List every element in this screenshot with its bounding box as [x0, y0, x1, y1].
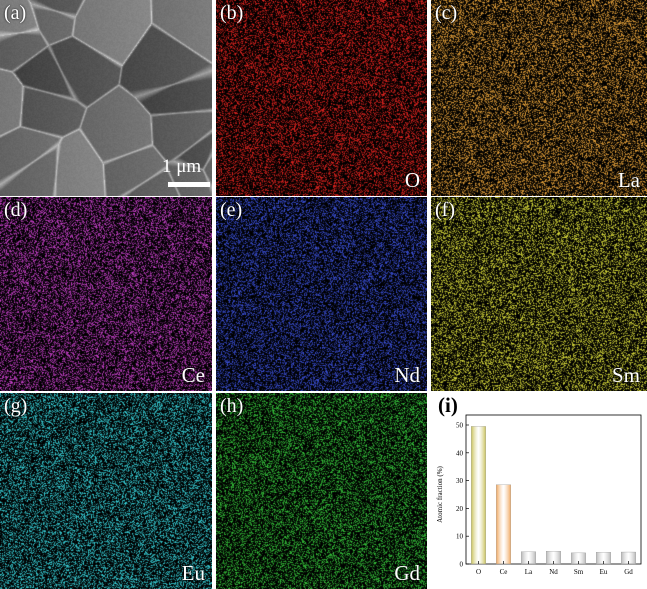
- element-map-sm: [431, 197, 647, 391]
- panel-b-map: (b) O: [216, 0, 427, 196]
- x-tick-label-nd: Nd: [549, 568, 558, 576]
- scale-bar: [168, 182, 210, 187]
- y-tick-label: 0: [460, 561, 464, 569]
- panel-label-d: (d): [4, 199, 28, 221]
- element-label-gd: Gd: [394, 561, 420, 585]
- y-axis-label: Atomic fraction (%): [436, 465, 444, 522]
- x-tick-label-eu: Eu: [600, 568, 608, 576]
- element-map-la: [431, 0, 647, 196]
- element-map-eu: [0, 393, 212, 589]
- element-map-o: [216, 0, 427, 196]
- panel-label-h: (h): [220, 395, 244, 417]
- panel-i-bar-chart: (i) 0 10 20 30 40 50 Atomic fraction (%) O Ce La N…: [430, 393, 647, 589]
- panel-label-f: (f): [435, 199, 455, 221]
- element-label-o: O: [404, 168, 420, 192]
- element-label-ce: Ce: [181, 363, 205, 387]
- element-label-nd: Nd: [394, 363, 420, 387]
- y-tick-label: 40: [456, 449, 464, 457]
- element-map-gd: [216, 393, 427, 589]
- panel-label-e: (e): [220, 199, 243, 221]
- panel-a-sem-image: (a) 1 μm: [0, 0, 212, 196]
- panel-label-c: (c): [435, 2, 458, 24]
- panel-g-map: (g) Eu: [0, 393, 212, 589]
- x-tick-label-la: La: [525, 568, 533, 576]
- panel-label-i: (i): [438, 393, 458, 417]
- sem-image: [0, 0, 212, 196]
- bar-o: [471, 426, 486, 565]
- element-label-la: La: [617, 168, 640, 192]
- panel-label-g: (g): [4, 395, 28, 417]
- element-label-eu: Eu: [181, 561, 205, 585]
- y-tick-label: 10: [456, 533, 464, 541]
- panel-label-a: (a): [4, 2, 27, 24]
- panel-h-map: (h) Gd: [216, 393, 427, 589]
- element-map-ce: [0, 197, 212, 391]
- x-tick-label-ce: Ce: [500, 568, 508, 576]
- y-tick-label: 30: [456, 477, 464, 485]
- panel-d-map: (d) Ce: [0, 197, 212, 391]
- y-tick-label: 20: [456, 505, 464, 513]
- x-tick-label-o: O: [476, 568, 481, 576]
- element-label-sm: Sm: [611, 363, 640, 387]
- scale-bar-text: 1 μm: [162, 156, 202, 177]
- panel-c-map: (c) La: [431, 0, 647, 196]
- y-tick-label: 50: [456, 422, 464, 430]
- x-tick-label-sm: Sm: [574, 568, 584, 576]
- panel-label-b: (b): [220, 2, 244, 24]
- panel-f-map: (f) Sm: [431, 197, 647, 391]
- element-map-nd: [216, 197, 427, 391]
- bar-ce: [496, 484, 511, 565]
- atomic-fraction-chart: 0 10 20 30 40 50 Atomic fraction (%) O Ce La Nd Sm E…: [436, 414, 642, 576]
- plot-frame: [465, 414, 642, 565]
- x-tick-label-gd: Gd: [624, 568, 633, 576]
- panel-e-map: (e) Nd: [216, 197, 427, 391]
